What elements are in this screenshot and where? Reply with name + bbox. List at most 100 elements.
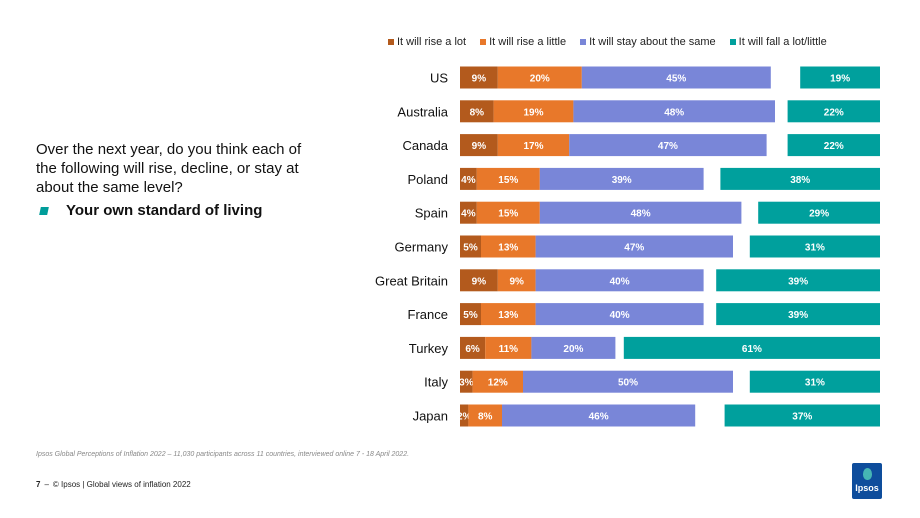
legend-item-rise-little: It will rise a little [480,36,566,48]
data-label-rise-little: 15% [498,209,518,220]
legend-label-rise-little: It will rise a little [489,36,567,48]
footer-separator: – [44,480,49,489]
bar-fall [800,66,880,89]
data-label-fall: 39% [788,310,808,321]
legend-swatch-fall [729,39,736,45]
bar-rise-little [497,269,536,292]
source-note: Ipsos Global Perceptions of Inflation 20… [36,451,410,458]
bar-rise-little [481,303,536,326]
data-label-same: 39% [612,175,632,186]
data-label-fall: 29% [809,209,829,220]
data-label-fall: 22% [824,107,844,118]
bar-rise-lot [460,134,498,157]
bar-same [535,235,733,258]
ipsos-logo: Ipsos [852,463,882,499]
bar-fall [623,336,880,359]
bar-fall [749,370,880,393]
bar-fall [787,100,880,123]
bar-fall [749,235,880,258]
question-text: Over the next year, do you think each of… [36,141,302,196]
topic-label: Your own standard of living [66,202,263,219]
bar-rise-lot [460,269,498,292]
data-label-same: 48% [664,107,684,118]
bar-fall [720,167,880,190]
category-label: Italy [424,375,448,390]
data-label-fall: 37% [792,412,812,423]
bar-rise-little [476,167,540,190]
data-label-rise-little: 8% [478,412,493,423]
data-label-same: 48% [631,209,651,220]
bar-fall [716,303,880,326]
data-label-rise-little: 11% [499,344,519,355]
data-label-same: 45% [666,74,686,85]
bar-same [535,269,704,292]
bar-same [573,100,775,123]
category-label: Spain [415,206,448,221]
data-label-fall: 61% [742,344,762,355]
data-label-same: 20% [563,344,583,355]
bar-same [535,303,704,326]
data-label-rise-little: 12% [488,378,508,389]
data-label-fall: 31% [805,378,825,389]
topic-heading: Your own standard of living [36,202,336,219]
data-label-fall: 31% [805,243,825,254]
data-label-fall: 22% [824,141,844,152]
category-label: Australia [397,104,448,119]
data-label-rise-little: 13% [498,243,518,254]
legend-swatch-rise-lot [388,39,394,45]
bar-same [502,404,696,427]
category-label: Poland [408,172,448,187]
bar-rise-little [497,134,570,157]
category-label: US [430,71,448,86]
bar-same [539,201,742,224]
bar-same [569,134,767,157]
bar-rise-little [481,235,536,258]
category-label: Germany [395,240,449,255]
legend-label-same: It will stay about the same [589,36,716,48]
bar-rise-lot [460,66,498,89]
data-label-same: 40% [610,310,630,321]
footer: 7 – © Ipsos | Global views of inflation … [36,480,191,489]
bar-fall [787,134,880,157]
logo-text: Ipsos [855,483,879,493]
bar-rise-little [497,66,582,89]
legend-item-rise-lot: It will rise a lot [388,36,466,48]
data-label-rise-lot: 9% [472,74,487,85]
data-label-rise-lot: 4% [461,175,476,186]
data-label-same: 46% [589,412,609,423]
footer-text: © Ipsos | Global views of inflation 2022 [52,480,191,489]
data-label-fall: 38% [790,175,810,186]
bar-rise-little [472,370,523,393]
legend-label-fall: It will fall a lot/little [738,36,827,48]
data-label-rise-lot: 9% [472,141,487,152]
data-label-rise-little: 20% [530,74,550,85]
data-label-same: 47% [624,243,644,254]
data-label-rise-little: 15% [498,175,518,186]
bar-fall [716,269,880,292]
data-label-fall: 19% [830,74,850,85]
data-label-same: 47% [658,141,678,152]
category-label: Great Britain [375,273,448,288]
data-label-rise-lot: 5% [463,310,478,321]
category-label: Japan [413,409,448,424]
legend-label-rise-lot: It will rise a lot [397,36,467,48]
data-label-rise-lot: 5% [463,243,478,254]
bar-rise-little [493,100,574,123]
bar-rise-lot [460,100,494,123]
category-label: Turkey [409,341,449,356]
data-label-rise-lot: 4% [461,209,476,220]
legend-swatch-rise-little [480,39,487,45]
legend-item-fall: It will fall a lot/little [729,36,827,48]
bar-rise-little [485,336,532,359]
category-label: France [408,307,448,322]
bar-rise-lot [460,201,477,224]
data-label-rise-little: 17% [523,141,543,152]
bar-same [581,66,771,89]
logo-mark-icon [863,468,872,480]
bar-rise-lot [460,235,481,258]
data-label-same: 50% [618,378,638,389]
bar-rise-lot [460,404,469,427]
bar-same [523,370,733,393]
data-label-rise-little: 13% [498,310,518,321]
data-label-rise-little: 9% [509,276,524,287]
